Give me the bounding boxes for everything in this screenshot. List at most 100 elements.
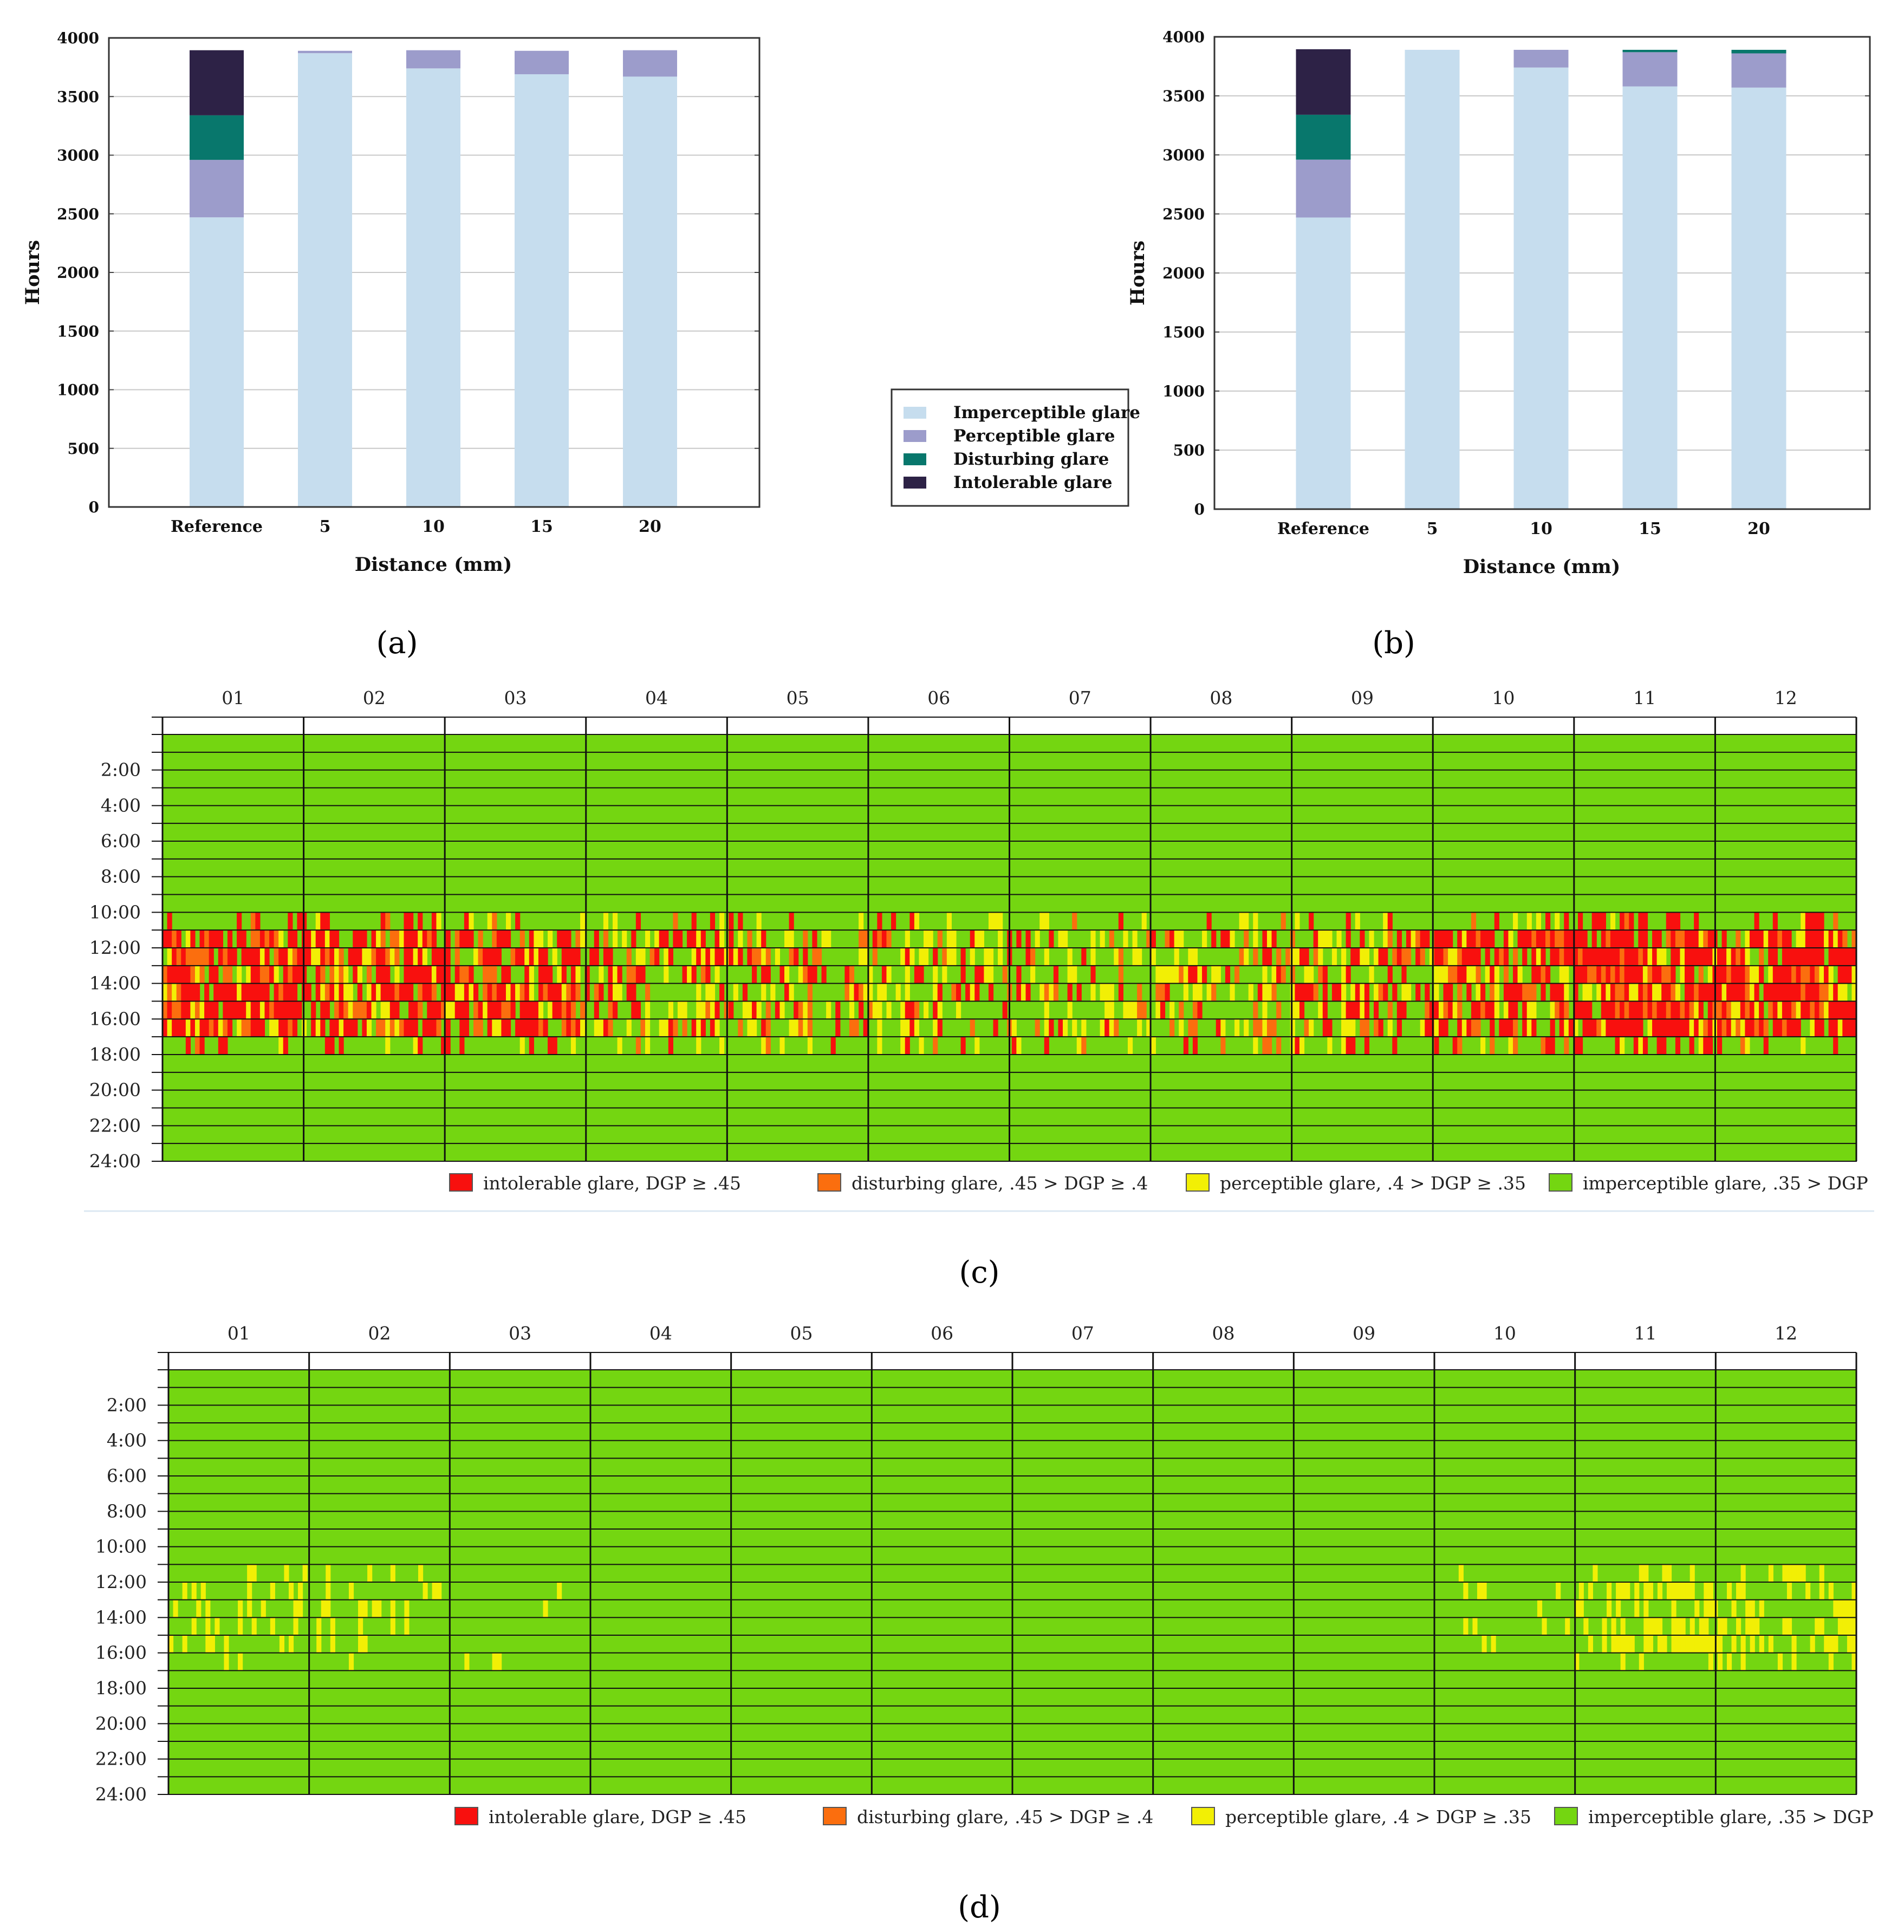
heat-cell-red	[1810, 965, 1815, 984]
heat-cell-yellow	[1248, 983, 1253, 1001]
heat-cell-yellow	[668, 1001, 673, 1019]
heat-cell-red	[241, 983, 246, 1001]
month-label: 10	[1492, 687, 1515, 708]
heat-cell-yellow	[1216, 965, 1221, 984]
heat-cell-orange	[176, 1001, 181, 1019]
heat-cell-red	[1448, 930, 1453, 948]
heat-cell-red	[1624, 1019, 1629, 1037]
heat-cell-red	[329, 1037, 335, 1055]
heat-cell-orange	[1559, 948, 1564, 966]
heat-cell-yellow	[1169, 1001, 1175, 1019]
heat-cell-orange	[1671, 983, 1676, 1001]
heat-cell-red	[431, 1019, 437, 1037]
heat-cell-red	[404, 912, 409, 931]
heat-cell-yellow	[1202, 930, 1207, 948]
heat-cell-red	[371, 983, 376, 1001]
heat-cell-red	[1666, 912, 1671, 931]
heat-cell-red	[227, 930, 233, 948]
heat-cell-red	[1615, 930, 1620, 948]
heat-cell-red	[315, 965, 321, 984]
heat-cell-yellow	[1174, 965, 1179, 984]
heat-cell-orange	[1443, 1001, 1448, 1019]
heat-cell-red	[1772, 912, 1778, 931]
heat-cell-yellow	[988, 912, 994, 931]
bar-segment-imperceptible	[1731, 87, 1786, 510]
heat-cell-red	[213, 983, 219, 1001]
heat-cell-red	[538, 948, 544, 966]
y-tick-label: 2000	[1162, 264, 1205, 282]
heat-cell-red	[1726, 983, 1732, 1001]
heat-cell-orange	[185, 948, 191, 966]
heat-cell-yellow	[343, 965, 349, 984]
heat-cell-red	[1591, 912, 1597, 931]
heat-cell-yellow	[1666, 1582, 1672, 1601]
heat-cell-yellow	[1587, 983, 1593, 1001]
heat-cell-yellow	[1745, 1599, 1751, 1618]
x-tick-label: 10	[422, 517, 445, 536]
heat-cell-yellow	[1851, 1582, 1857, 1601]
heat-cell-red	[1703, 1037, 1708, 1055]
heat-cell-red	[1425, 930, 1430, 948]
heat-cell-red	[232, 1001, 237, 1019]
heat-cell-orange	[561, 1019, 567, 1037]
heat-cell-red	[603, 948, 609, 966]
heat-cell-yellow	[205, 1599, 211, 1618]
heat-cell-yellow	[1666, 1564, 1672, 1583]
heat-cell-red	[1629, 930, 1634, 948]
heat-cell-red	[1295, 1037, 1300, 1055]
heat-cell-red	[1564, 930, 1569, 948]
heat-cell-yellow	[399, 930, 405, 948]
heat-cell-red	[1220, 930, 1226, 948]
heat-cell-yellow	[970, 948, 975, 966]
heat-cell-yellow	[390, 1599, 395, 1618]
heat-cell-orange	[1448, 965, 1453, 984]
heat-cell-red	[1726, 1019, 1732, 1037]
heat-cell-yellow	[1304, 965, 1309, 984]
heat-cell-orange	[1675, 930, 1681, 948]
heat-cell-red	[441, 965, 446, 984]
heat-cell-red	[1081, 948, 1087, 966]
heat-cell-red	[784, 983, 790, 1001]
heat-cell-yellow	[580, 930, 586, 948]
heat-cell-yellow	[1244, 1019, 1249, 1037]
heat-cell-yellow	[1155, 965, 1161, 984]
heat-cell-red	[246, 948, 251, 966]
heat-cell-red	[1425, 1019, 1430, 1037]
heat-cell-red	[320, 930, 326, 948]
heat-cell-red	[1805, 1001, 1810, 1019]
heat-cell-yellow	[1369, 965, 1374, 984]
heat-cell-yellow	[390, 1564, 395, 1583]
heat-cell-yellow	[919, 948, 924, 966]
heat-cell-orange	[385, 948, 391, 966]
heat-cell-orange	[575, 930, 581, 948]
heat-cell-yellow	[561, 983, 567, 1001]
heat-cell-red	[677, 930, 683, 948]
heat-cell-yellow	[334, 983, 340, 1001]
heat-cell-red	[209, 1001, 214, 1019]
heat-cell-yellow	[946, 930, 952, 948]
heat-cell-red	[464, 930, 470, 948]
heat-cell-orange	[227, 965, 233, 984]
x-axis-title: Distance (mm)	[1463, 556, 1621, 578]
heat-cell-yellow	[1341, 948, 1347, 966]
y-axis-title: Hours	[22, 240, 44, 305]
heat-cell-red	[1429, 1019, 1434, 1037]
heat-cell-red	[1810, 912, 1815, 931]
heat-cell-orange	[464, 965, 470, 984]
heat-cell-yellow	[445, 1001, 451, 1019]
heat-cell-yellow	[1411, 930, 1416, 948]
heat-cell-yellow	[752, 1019, 757, 1037]
heat-cell-yellow	[167, 948, 172, 966]
heat-cell-yellow	[548, 1001, 553, 1019]
heat-cell-yellow	[1648, 1582, 1653, 1601]
heat-cell-orange	[1791, 1001, 1797, 1019]
heat-cell-red	[487, 1001, 492, 1019]
heat-cell-red	[185, 1001, 191, 1019]
heat-cell-yellow	[1736, 1617, 1741, 1636]
heat-cell-yellow	[821, 930, 827, 948]
heat-cell-red	[1717, 965, 1723, 984]
heat-cell-red	[209, 965, 214, 984]
heat-cell-yellow	[696, 1019, 701, 1037]
heat-cell-yellow	[362, 1635, 368, 1654]
